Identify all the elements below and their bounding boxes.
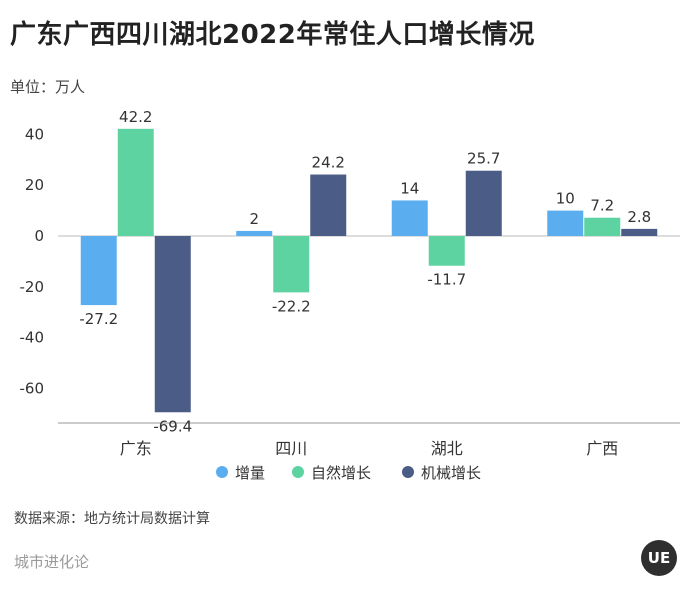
data-label: 2.8 <box>627 208 651 226</box>
data-label: 2 <box>249 210 259 228</box>
legend-label: 自然增长 <box>311 464 371 482</box>
bar <box>547 210 584 236</box>
bar <box>310 174 347 236</box>
y-tick-label: -60 <box>20 379 45 397</box>
data-label: 7.2 <box>590 197 614 215</box>
bar <box>273 236 310 293</box>
bar <box>117 128 154 236</box>
legend-label: 增量 <box>235 464 265 482</box>
bar <box>154 236 191 413</box>
unit-label: 单位：万人 <box>10 78 86 96</box>
bar <box>80 236 117 306</box>
bar <box>465 170 502 236</box>
data-label: -69.4 <box>153 417 192 435</box>
x-tick-label: 广西 <box>586 439 618 458</box>
data-label: 10 <box>556 190 575 208</box>
bar <box>391 200 428 236</box>
y-tick-label: 20 <box>25 176 44 194</box>
bar <box>621 228 658 236</box>
bar <box>428 236 465 266</box>
data-label: -11.7 <box>427 271 466 289</box>
y-tick-label: 40 <box>25 125 44 143</box>
legend-marker <box>292 466 304 478</box>
x-tick-label: 广东 <box>120 439 152 458</box>
y-tick-label: 0 <box>34 227 44 245</box>
legend-label: 机械增长 <box>421 464 481 482</box>
bar-chart: 40 20 0 -20 -40 -60 -27.2 42.2 -69.4广东 2 -22.2 24.2… <box>20 108 680 482</box>
legend-marker <box>402 466 414 478</box>
brand-name: 城市进化论 <box>14 553 90 571</box>
chart-title: 广东广西四川湖北2022年常住人口增长情况 <box>10 20 535 50</box>
data-label: -27.2 <box>79 310 118 328</box>
bar <box>584 217 621 236</box>
source-note: 数据来源：地方统计局数据计算 <box>14 511 210 527</box>
y-tick-label: -40 <box>20 329 45 347</box>
y-tick-label: -20 <box>20 278 45 296</box>
legend-marker <box>216 466 228 478</box>
data-label: -22.2 <box>272 297 311 315</box>
data-label: 14 <box>400 179 419 197</box>
data-label: 42.2 <box>119 108 152 126</box>
x-tick-label: 四川 <box>275 439 307 458</box>
x-tick-label: 湖北 <box>431 439 463 458</box>
brand-logo: UE <box>641 540 677 576</box>
data-label: 25.7 <box>467 150 500 168</box>
data-label: 24.2 <box>312 154 345 172</box>
bar <box>236 230 273 236</box>
